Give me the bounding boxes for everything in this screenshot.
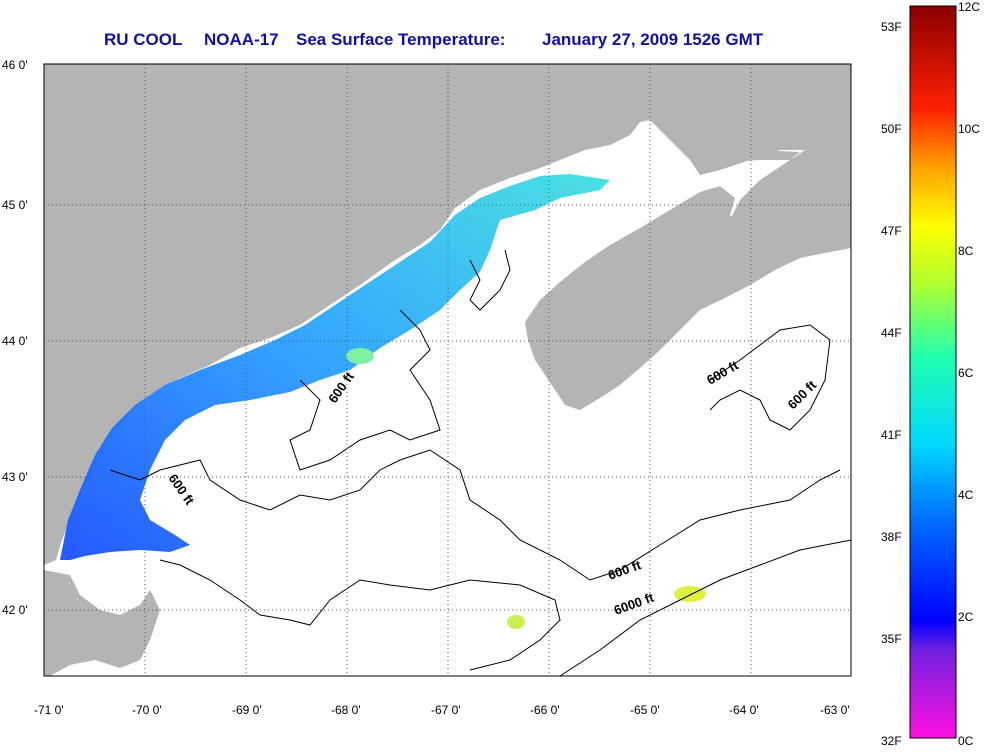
lon-label-68: -68 0' — [331, 703, 361, 717]
colorbar-gradient — [909, 5, 957, 739]
lat-label-44: 44 0' — [2, 334, 28, 348]
cb-f-50: 50F — [881, 122, 902, 136]
cb-f-44: 44F — [881, 326, 902, 340]
contour-600ft-basin — [159, 559, 561, 671]
lon-label-65: -65 0' — [630, 703, 660, 717]
land-pei — [680, 148, 800, 162]
colorbar: 53F 50F 47F 44F 41F 38F 35F 32F 12C 10C … — [881, 0, 980, 748]
contour-scotian-east — [709, 324, 831, 431]
lat-label-43: 43 0' — [2, 470, 28, 484]
lat-label-42: 42 0' — [2, 603, 28, 617]
graticule — [44, 64, 851, 676]
cb-f-47: 47F — [881, 224, 902, 238]
cb-c-6: 6C — [958, 366, 974, 380]
cb-c-12: 12C — [958, 0, 980, 14]
contour-gulf-interior — [289, 309, 441, 471]
lat-label-45: 45 0' — [2, 198, 28, 212]
land-nova-scotia — [525, 186, 851, 410]
map-border — [43, 63, 852, 677]
contour-600ft-west — [109, 449, 841, 581]
cb-c-10: 10C — [958, 122, 980, 136]
land-massachusetts — [44, 570, 160, 676]
lon-label-70: -70 0' — [132, 703, 162, 717]
lat-label-46: 46 0' — [2, 58, 28, 72]
cb-c-2: 2C — [958, 610, 974, 624]
cb-c-8: 8C — [958, 244, 974, 258]
contour-6000ft — [559, 539, 851, 676]
warm-patch-south — [507, 615, 525, 629]
sst-swath — [60, 174, 610, 560]
cb-f-53: 53F — [881, 20, 902, 34]
title-source: RU COOL — [104, 30, 183, 49]
lon-label-63: -63 0' — [820, 703, 850, 717]
longitude-axis: -71 0' -70 0' -69 0' -68 0' -67 0' -66 0… — [34, 703, 850, 717]
land-mainland — [44, 64, 851, 565]
cb-f-41: 41F — [881, 428, 902, 442]
latitude-axis: 46 0' 45 0' 44 0' 43 0' 42 0' — [2, 58, 28, 617]
lon-label-67: -67 0' — [431, 703, 461, 717]
lon-label-66: -66 0' — [530, 703, 560, 717]
cb-f-32: 32F — [881, 734, 902, 748]
warm-patch-east — [674, 586, 706, 602]
cb-c-4: 4C — [958, 488, 974, 502]
lon-label-69: -69 0' — [232, 703, 262, 717]
depth-contours — [109, 249, 851, 676]
cb-c-0: 0C — [958, 734, 974, 748]
cb-f-35: 35F — [881, 632, 902, 646]
title-product: Sea Surface Temperature: — [296, 30, 506, 49]
lon-label-64: -64 0' — [729, 703, 759, 717]
title-satellite: NOAA-17 — [204, 30, 279, 49]
title-date: January 27, 2009 1526 GMT — [542, 30, 764, 49]
contour-bay-fundy — [469, 249, 511, 311]
lon-label-71: -71 0' — [34, 703, 64, 717]
warm-patch-mid — [346, 348, 374, 364]
cb-f-38: 38F — [881, 530, 902, 544]
